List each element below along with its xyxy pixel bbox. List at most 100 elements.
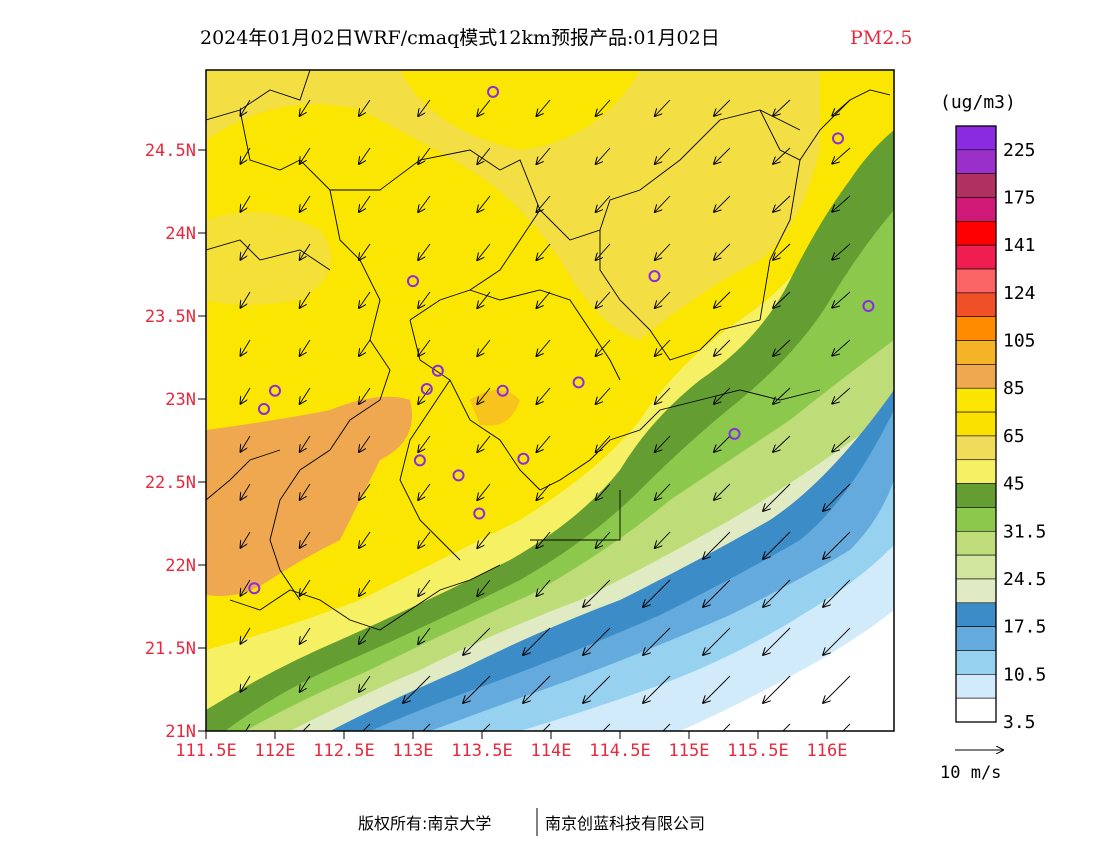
wind-arrow	[596, 99, 611, 116]
wind-arrow	[300, 291, 311, 308]
wind-arrow	[359, 339, 371, 356]
wind-arrow	[359, 435, 371, 452]
wind-arrow	[537, 339, 551, 356]
wind-arrow	[359, 195, 371, 212]
wind-arrow	[655, 483, 671, 500]
wind-vectors	[240, 99, 851, 731]
wind-arrow	[418, 291, 431, 308]
wind-arrow	[240, 387, 251, 404]
wind-arrow	[596, 243, 611, 260]
wind-arrow	[643, 675, 671, 703]
legend-swatch	[955, 197, 997, 222]
wind-arrow	[842, 723, 851, 731]
legend-label: 225	[1003, 140, 1036, 161]
legend-unit: (ug/m3)	[940, 92, 1016, 113]
legend-swatch	[955, 411, 997, 437]
legend-label: 10.5	[1003, 664, 1046, 685]
wind-arrow	[477, 243, 491, 260]
legend-swatch	[955, 292, 997, 318]
wind-arrow	[773, 387, 791, 404]
wind-arrow	[703, 675, 731, 703]
wind-arrow	[655, 339, 671, 356]
lon-label: 111.5E	[175, 741, 236, 761]
station-marker	[269, 384, 281, 397]
lon-label: 115E	[669, 741, 710, 761]
station-marker	[452, 469, 465, 482]
wind-arrow	[240, 627, 251, 644]
wind-arrow	[714, 339, 731, 356]
wind-arrow	[300, 675, 311, 692]
species-label: PM2.5	[850, 27, 912, 49]
wind-arrow	[300, 435, 311, 452]
station-marker	[407, 275, 419, 288]
wind-arrow	[823, 675, 851, 703]
wind-arrow	[714, 195, 731, 212]
wind-arrow	[714, 147, 731, 164]
lon-label: 114.5E	[589, 741, 650, 761]
wind-arrow	[418, 531, 431, 548]
wind-arrow	[703, 627, 731, 655]
lat-label: 21.5N	[145, 639, 196, 659]
lat-label: 22N	[165, 556, 196, 576]
map-title: 2024年01月02日WRF/cmaq模式12km预报产品:01月02日	[200, 27, 720, 49]
wind-arrow	[773, 291, 791, 308]
wind-arrow	[359, 243, 371, 260]
wind-arrow	[583, 675, 611, 703]
wind-arrow	[359, 675, 371, 692]
legend-label: 3.5	[1003, 712, 1036, 733]
wind-arrow	[596, 483, 611, 500]
station-marker	[248, 582, 261, 595]
legend-label: 175	[1003, 188, 1036, 209]
legend-swatch	[955, 149, 997, 174]
wind-arrow	[359, 147, 371, 164]
wind-arrow	[832, 99, 851, 116]
lat-label: 21N	[165, 722, 196, 742]
station-marker	[420, 383, 433, 396]
wind-arrow	[477, 195, 491, 212]
legend-swatch	[955, 554, 997, 580]
wind-arrow	[300, 195, 311, 212]
wind-arrow	[418, 627, 431, 644]
wind-arrow	[523, 675, 551, 703]
legend-label: 17.5	[1003, 617, 1046, 638]
latitude-labels: 24.5N 24N 23.5N 23N 22.5N 22N 21.5N 21N	[145, 141, 206, 742]
legend-frame	[955, 125, 997, 723]
wind-arrow	[359, 483, 371, 500]
wind-arrow	[537, 579, 551, 596]
wind-arrow	[477, 435, 491, 452]
wind-arrow	[602, 723, 611, 731]
wind-arrow	[542, 723, 551, 731]
wind-arrow	[773, 339, 791, 356]
wind-arrow	[596, 195, 611, 212]
wind-arrow	[523, 627, 551, 655]
wind-arrow	[477, 531, 491, 548]
wind-arrow	[832, 195, 851, 212]
lat-label: 23.5N	[145, 307, 196, 327]
wind-arrow	[763, 627, 791, 655]
wind-arrow	[418, 99, 431, 116]
wind-arrow	[537, 483, 551, 500]
legend-swatch	[955, 602, 997, 627]
wind-arrow	[477, 483, 491, 500]
wind-arrow	[477, 387, 491, 404]
wind-arrow	[240, 531, 251, 548]
wind-arrow	[300, 531, 311, 548]
legend-label: 24.5	[1003, 569, 1046, 590]
wind-arrow	[773, 147, 791, 164]
legend-label: 124	[1003, 283, 1036, 304]
legend-label: 141	[1003, 235, 1036, 256]
wind-arrow	[418, 483, 431, 500]
station-marker	[517, 452, 530, 465]
wind-arrow	[655, 99, 671, 116]
station-marker	[728, 427, 741, 440]
concentration-field	[206, 70, 894, 731]
legend-label: 31.5	[1003, 521, 1046, 542]
wind-arrow	[240, 675, 251, 692]
wind-arrow	[596, 147, 611, 164]
wind-arrow	[463, 675, 491, 703]
station-marker	[648, 270, 661, 283]
wind-arrow	[832, 243, 851, 260]
legend-swatch	[955, 125, 997, 151]
wind-arrow	[240, 195, 251, 212]
